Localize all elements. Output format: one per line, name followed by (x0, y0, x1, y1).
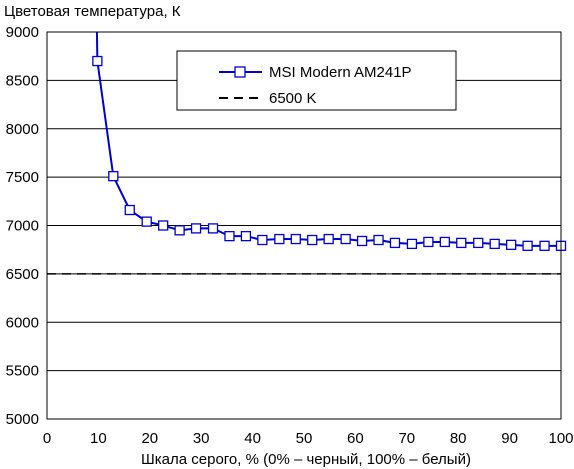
x-tick-label: 100 (548, 430, 573, 447)
data-point-msi (240, 230, 252, 242)
y-tick-label: 5000 (6, 411, 39, 428)
x-tick-label: 50 (296, 430, 313, 447)
data-point-msi (456, 237, 467, 249)
data-point-msi (174, 225, 185, 236)
data-point-msi (489, 238, 500, 250)
data-point-msi (522, 240, 533, 251)
data-point-msi (307, 234, 318, 246)
data-point-msi (224, 230, 235, 242)
x-tick-label: 60 (347, 430, 364, 447)
x-tick-label: 80 (450, 430, 467, 447)
series-line-msi (95, 32, 561, 247)
data-point-msi (373, 234, 384, 246)
data-point-msi (274, 233, 285, 245)
x-tick-label: 40 (244, 430, 261, 447)
x-axis-title: Шкала серого, % (0% – черный, 100% – бел… (141, 451, 471, 468)
data-point-msi (207, 223, 219, 234)
plot-frame (46, 31, 562, 420)
y-tick-label: 8500 (6, 72, 39, 89)
data-point-msi (108, 171, 119, 182)
data-point-msi (92, 55, 103, 67)
y-tick-label: 6500 (6, 266, 39, 283)
x-tick-label: 70 (398, 430, 415, 447)
data-point-msi (290, 233, 301, 245)
data-point-msi (539, 240, 550, 251)
x-tick-label: 20 (141, 430, 158, 447)
x-tick-label: 90 (501, 430, 518, 447)
x-tick-label: 10 (90, 430, 107, 447)
y-tick-label: 6000 (6, 314, 39, 331)
x-tick-labels: 0 10 20 30 40 50 60 70 80 90 100 (43, 430, 574, 447)
data-point-msi (158, 220, 169, 231)
x-tick-label: 0 (43, 430, 51, 447)
y-tick-label: 9000 (6, 24, 39, 41)
data-point-msi (141, 216, 152, 227)
y-tick-label: 5500 (6, 363, 39, 380)
data-point-msi (473, 237, 484, 249)
legend: MSI Modern AM241P 6500 K (176, 50, 457, 111)
legend-marker-msi (234, 66, 246, 78)
y-tick-label: 7000 (6, 218, 39, 235)
data-point-msi (439, 236, 450, 248)
y-tick-label: 7500 (6, 169, 39, 186)
data-point-msi (190, 223, 202, 234)
grid-lines (47, 79, 561, 372)
data-point-msi (340, 233, 351, 245)
data-point-msi (423, 236, 434, 248)
plot-area (47, 32, 567, 275)
y-tick-labels: 5000 5500 6000 6500 7000 7500 8000 8500 9000 (6, 24, 39, 428)
data-point-msi (257, 234, 268, 246)
legend-label-6500k: 6500 K (269, 90, 317, 107)
x-tick-label: 30 (193, 430, 210, 447)
data-point-msi (356, 235, 368, 247)
legend-box (176, 50, 457, 111)
data-point-msi (124, 204, 135, 216)
y-tick-label: 8000 (6, 121, 39, 138)
legend-label-msi: MSI Modern AM241P (269, 64, 412, 81)
data-point-msi (323, 233, 334, 245)
y-axis-title: Цветовая температура, К (4, 3, 181, 20)
data-point-msi (406, 238, 418, 250)
data-point-msi (505, 239, 517, 251)
data-point-msi (389, 237, 401, 249)
